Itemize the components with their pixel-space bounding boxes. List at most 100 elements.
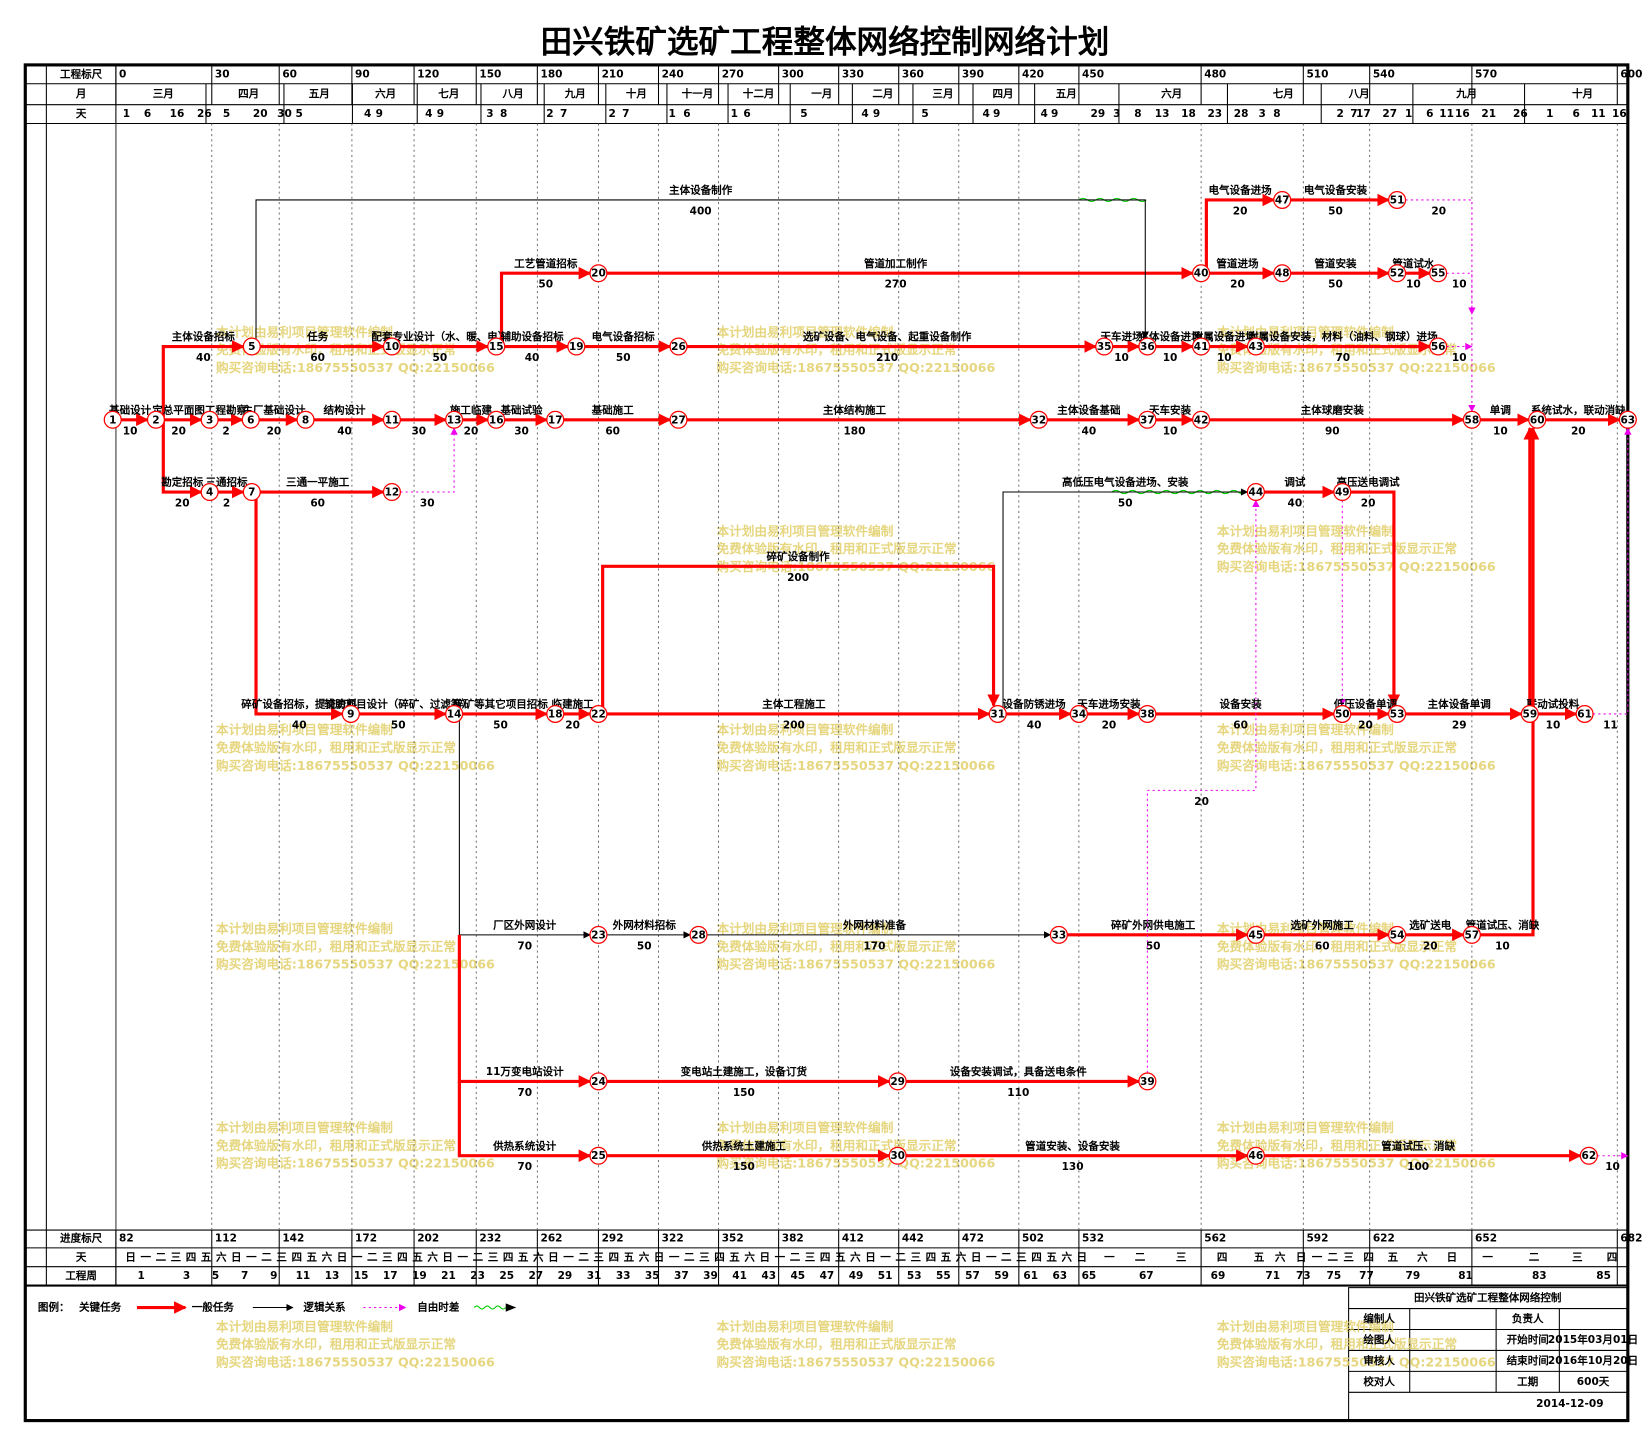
day: 4 — [364, 108, 371, 120]
info-cell: 负责人 — [1512, 1312, 1544, 1325]
scale-tick-label: 180 — [540, 68, 562, 80]
duration: 10 — [1163, 425, 1178, 437]
info-cell: 开始时间 — [1507, 1333, 1549, 1346]
node-label: 50 — [1335, 708, 1350, 720]
activity — [1471, 426, 1540, 937]
day: 26 — [1513, 108, 1528, 120]
node — [546, 410, 565, 429]
activity-name: 高压送电调试 — [1337, 476, 1401, 489]
node — [1273, 190, 1292, 209]
activity-name: 基础施工 — [591, 403, 635, 416]
activity-name: 选矿送电 — [1409, 918, 1452, 931]
node-label: 27 — [671, 414, 686, 426]
day: 27 — [1382, 108, 1397, 120]
node — [103, 410, 122, 429]
watermark: 购买咨询电话:18675550537 QQ:22150066 — [216, 1355, 495, 1370]
duration: 20 — [1423, 940, 1438, 952]
duration: 60 — [1315, 940, 1330, 952]
node-label: 19 — [569, 341, 584, 353]
node — [589, 264, 608, 283]
scale-tick-label: 270 — [722, 68, 744, 80]
weekday: 三 — [1343, 1251, 1354, 1263]
duration: 30 — [514, 425, 529, 437]
node — [1462, 925, 1481, 944]
activity — [254, 492, 344, 721]
weekday: 四 — [926, 1251, 937, 1263]
weekday: 一 — [1104, 1251, 1115, 1263]
week: 11 — [296, 1270, 311, 1282]
weekday: 六 — [216, 1250, 227, 1263]
progress-tick-label: 292 — [602, 1232, 624, 1244]
activity-name: 主体工程施工 — [762, 698, 826, 711]
day: 9 — [437, 108, 444, 120]
progress-tick-label: 562 — [1204, 1232, 1226, 1244]
watermark: 购买咨询电话:18675550537 QQ:22150066 — [216, 360, 495, 375]
weekday: 二 — [1135, 1251, 1146, 1263]
info-cell: 2015年03月01日 — [1548, 1333, 1638, 1346]
month: 一月 — [811, 88, 832, 100]
weekday: 五 — [729, 1251, 740, 1263]
watermark: 免费体验版有水印，租用和正式版显示正常 — [216, 1138, 456, 1153]
duration: 40 — [1288, 498, 1303, 510]
day: 6 — [144, 108, 151, 120]
duration: 60 — [605, 425, 620, 437]
week: 19 — [412, 1270, 427, 1282]
duration: 40 — [1027, 719, 1042, 731]
node-label: 24 — [591, 1076, 606, 1088]
week: 71 — [1265, 1270, 1280, 1282]
weekday: 五 — [624, 1251, 635, 1263]
activity — [1342, 490, 1401, 707]
activity-name: 选矿设备、电气设备、起重设备制作 — [803, 330, 972, 343]
node-label: 46 — [1249, 1150, 1264, 1162]
node-label: 23 — [591, 929, 606, 941]
duration: 60 — [310, 352, 325, 364]
watermark: 购买咨询电话:18675550537 QQ:22150066 — [1217, 559, 1496, 574]
info-cell: 绘图人 — [1363, 1333, 1395, 1346]
activity-name: 调试 — [1284, 476, 1306, 489]
duration: 11 — [1603, 719, 1618, 731]
node — [1246, 1146, 1265, 1165]
weekday: 一 — [352, 1251, 363, 1263]
week: 39 — [703, 1270, 718, 1282]
node — [1618, 410, 1637, 429]
week: 1 — [138, 1270, 145, 1282]
weekday: 二 — [1001, 1251, 1012, 1263]
node — [1192, 337, 1211, 356]
activity-name: 碎矿等其它项目招标 — [453, 698, 548, 711]
node — [1095, 337, 1114, 356]
weekday: 三 — [1016, 1251, 1027, 1263]
activity-name: 选矿外网施工 — [1291, 918, 1355, 931]
day: 1 — [1405, 108, 1412, 120]
activity — [400, 427, 458, 493]
activity-name: 管道安装 — [1314, 257, 1357, 270]
activity — [1204, 193, 1276, 274]
activity-name: 勘定招标 — [161, 476, 204, 489]
weekday: 一 — [669, 1251, 680, 1263]
duration: 40 — [525, 352, 540, 364]
activity-name: 临建施工 — [552, 698, 595, 711]
activity-name: 主体设备单调 — [1428, 698, 1491, 711]
legend-item: 自由时差 — [417, 1301, 460, 1314]
weekday: 三 — [1176, 1251, 1187, 1263]
weekday: 六 — [427, 1250, 438, 1263]
node — [1579, 1146, 1598, 1165]
scale-tick-label: 120 — [417, 68, 439, 80]
node-label: 49 — [1335, 487, 1350, 499]
node — [146, 410, 165, 429]
duration: 200 — [783, 719, 805, 731]
day: 5 — [223, 108, 230, 120]
weekday: 一 — [880, 1251, 891, 1263]
progress-tick-label: 412 — [842, 1232, 864, 1244]
weekday: 三 — [593, 1251, 604, 1263]
node — [689, 925, 708, 944]
node — [1388, 190, 1407, 209]
week: 59 — [994, 1270, 1009, 1282]
weekday: 四 — [397, 1251, 408, 1263]
node-label: 57 — [1465, 929, 1480, 941]
scale-tick-label: 210 — [602, 68, 624, 80]
day: 4 — [1040, 108, 1047, 120]
day: 17 — [1356, 108, 1371, 120]
activity — [499, 266, 592, 347]
weekday: 一 — [140, 1251, 151, 1263]
day: 1 — [731, 108, 738, 120]
